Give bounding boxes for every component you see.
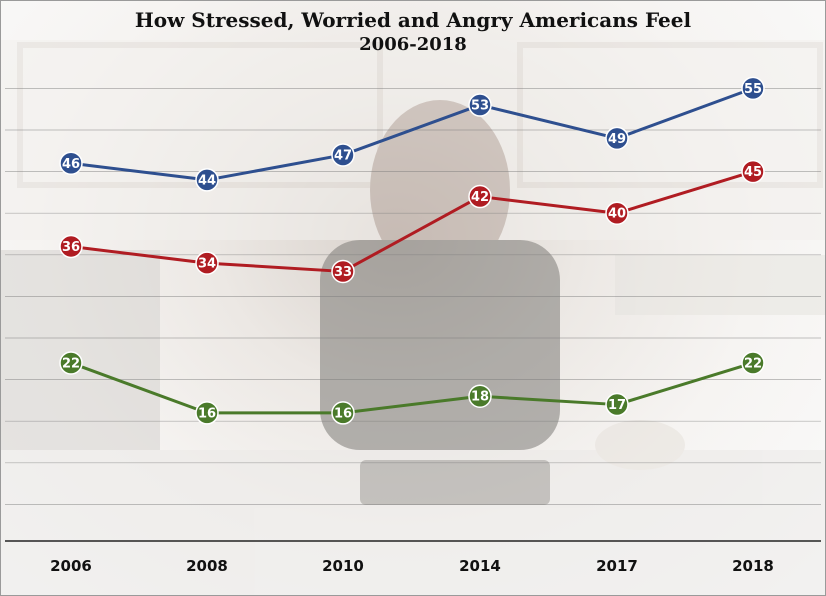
data-point — [331, 401, 355, 425]
series-line-3 — [70, 361, 754, 415]
person-body — [320, 240, 560, 450]
chart-title: How Stressed, Worried and Angry American… — [134, 8, 692, 32]
data-label: 22 — [62, 356, 80, 371]
data-label: 34 — [198, 257, 216, 272]
tablet — [360, 460, 550, 505]
data-label: 44 — [198, 173, 216, 188]
data-point — [331, 259, 355, 284]
data-label: 53 — [471, 99, 489, 114]
data-label: 22 — [744, 356, 762, 371]
data-point — [195, 401, 219, 425]
data-point — [741, 351, 765, 375]
series-line-1 — [70, 86, 754, 182]
chart-subtitle: 2006-2018 — [359, 34, 467, 55]
cup — [595, 420, 685, 470]
data-label: 16 — [334, 406, 352, 421]
data-label: 55 — [744, 82, 762, 97]
data-point — [331, 143, 355, 167]
data-point — [195, 168, 219, 192]
data-point — [59, 351, 83, 375]
data-label: 36 — [62, 240, 80, 255]
data-point — [195, 251, 219, 275]
background-photo — [0, 40, 826, 596]
data-point — [468, 184, 492, 209]
series-lines — [70, 86, 754, 415]
person-silhouette — [370, 100, 510, 280]
data-label: 16 — [198, 406, 216, 421]
data-label: 42 — [471, 190, 489, 205]
data-label: 17 — [608, 398, 626, 413]
x-tick-label: 2018 — [732, 557, 774, 575]
x-tick-labels: 2006 2008 2010 2014 2017 2018 — [50, 557, 774, 575]
data-point — [605, 201, 629, 225]
x-tick-label: 2014 — [459, 557, 501, 575]
data-point — [468, 384, 492, 408]
x-tick-label: 2010 — [322, 557, 364, 575]
data-label: 33 — [334, 265, 352, 280]
x-tick-label: 2008 — [186, 557, 228, 575]
series-line-2 — [70, 170, 754, 273]
data-point — [741, 159, 765, 184]
x-tick-label: 2017 — [596, 557, 638, 575]
data-point — [59, 234, 83, 259]
data-point — [468, 93, 492, 117]
data-label: 49 — [608, 132, 626, 147]
notebook — [615, 255, 826, 315]
data-label: 18 — [471, 390, 489, 405]
data-label: 46 — [62, 157, 80, 172]
data-point — [741, 76, 765, 101]
data-label: 40 — [608, 207, 626, 222]
data-point — [605, 392, 629, 417]
x-tick-label: 2006 — [50, 557, 92, 575]
data-label: 45 — [744, 165, 762, 180]
data-point — [605, 126, 629, 151]
series-points: 46 44 47 53 49 55 36 34 33 42 40 45 22 16 16 18 17 22 — [59, 76, 765, 425]
data-point — [59, 151, 83, 176]
data-label: 47 — [334, 148, 352, 163]
